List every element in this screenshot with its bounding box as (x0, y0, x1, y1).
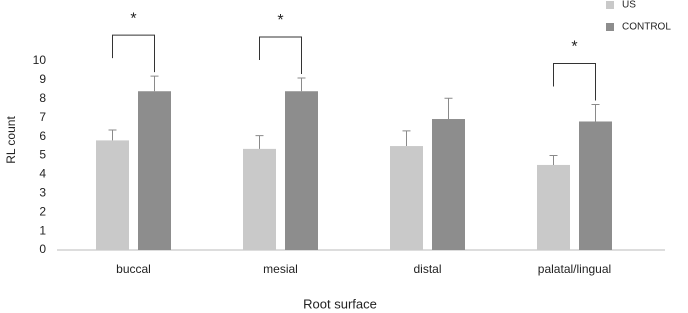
bar (579, 121, 612, 250)
error-bar (108, 129, 117, 141)
error-bar (591, 103, 600, 122)
y-tick-label: 5 (39, 148, 46, 162)
bar (96, 140, 129, 250)
error-bar (255, 135, 264, 149)
y-tick-label: 2 (39, 204, 46, 218)
x-tick-label: palatal/lingual (538, 262, 611, 276)
significance-bracket (259, 36, 302, 75)
x-tick-label: distal (413, 262, 441, 276)
y-tick-label: 0 (39, 242, 46, 256)
x-tick-label: buccal (116, 262, 151, 276)
bar (243, 148, 276, 250)
error-bar (444, 97, 453, 120)
bar (285, 91, 318, 251)
legend-swatch (606, 23, 614, 31)
y-tick-label: 6 (39, 129, 46, 143)
bar (390, 146, 423, 250)
y-tick-label: 8 (39, 91, 46, 105)
bar (432, 119, 465, 250)
y-tick-label: 1 (39, 223, 46, 237)
legend-label: CONTROL (622, 22, 671, 33)
x-axis-label: Root surface (303, 296, 377, 311)
y-tick-label: 10 (33, 53, 47, 67)
y-tick-label: 4 (39, 167, 46, 181)
bar (138, 91, 171, 251)
bar (537, 164, 570, 250)
y-tick-label: 7 (39, 110, 46, 124)
x-tick-label: mesial (263, 262, 298, 276)
significance-label: * (277, 12, 283, 29)
significance-bracket (553, 62, 596, 101)
y-tick-label: 9 (39, 72, 46, 86)
legend-swatch (606, 1, 614, 9)
error-bar (402, 130, 411, 147)
error-bar (297, 77, 306, 92)
legend-label: US (622, 0, 636, 11)
significance-bracket (112, 34, 155, 73)
error-bar (150, 75, 159, 92)
significance-label: * (130, 10, 136, 27)
significance-label: * (571, 39, 577, 56)
y-axis-label: RL count (4, 116, 18, 164)
error-bar (549, 155, 558, 165)
y-tick-label: 3 (39, 185, 46, 199)
